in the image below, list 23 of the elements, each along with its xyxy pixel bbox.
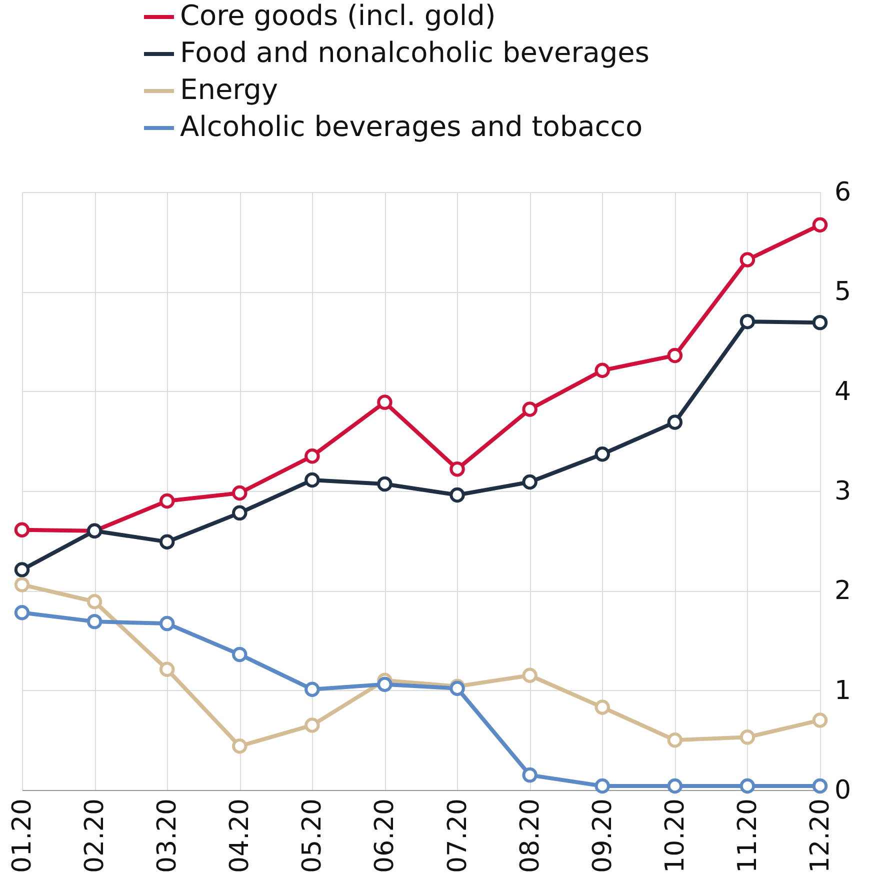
x-tick-label: 01.20: [8, 798, 38, 873]
x-tick-label: 05.20: [298, 798, 328, 873]
x-tick-label: 02.20: [80, 798, 110, 873]
x-tick-label: 06.20: [370, 798, 400, 873]
x-tick-label: 11.20: [732, 798, 763, 873]
y-tick-label: 6: [834, 178, 852, 208]
y-tick-label: 3: [834, 476, 852, 506]
x-tick-label: 04.20: [225, 798, 256, 873]
y-tick-label: 2: [834, 576, 852, 606]
x-tick-label: 03.20: [152, 798, 183, 873]
x-tick-label: 09.20: [588, 798, 618, 873]
y-tick-label: 0: [834, 776, 852, 806]
y-tick-label: 5: [834, 277, 852, 308]
legend-label: Energy: [180, 73, 278, 106]
x-tick-label: 08.20: [515, 798, 546, 873]
x-tick-label: 10.20: [660, 798, 690, 873]
y-tick-label: 4: [834, 376, 852, 407]
legend-label: Food and nonalcoholic beverages: [180, 36, 650, 69]
legend-label: Core goods (incl. gold): [180, 0, 496, 32]
y-tick-label: 1: [834, 676, 852, 706]
legend-label: Alcoholic beverages and tobacco: [180, 110, 643, 143]
x-tick-label: 07.20: [442, 798, 473, 873]
x-tick-label: 12.20: [806, 798, 836, 873]
